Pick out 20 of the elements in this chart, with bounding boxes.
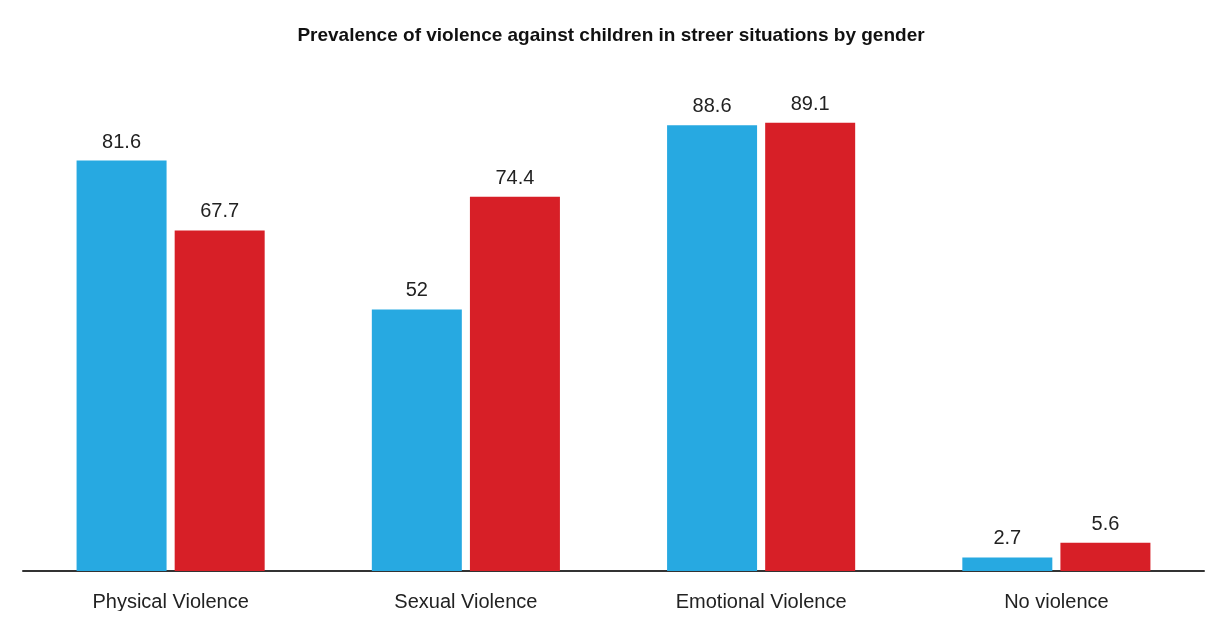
data-label: 89.1: [790, 91, 830, 114]
data-label: 74.4: [495, 165, 535, 188]
bar: [667, 125, 758, 571]
bar: [962, 557, 1053, 571]
data-label: 5.6: [1091, 511, 1120, 534]
bar: [174, 230, 265, 571]
data-label: 81.6: [102, 129, 142, 152]
x-tick-label: No violence: [1004, 590, 1109, 612]
x-tick-label: Sexual Violence: [394, 590, 538, 612]
data-label: 88.6: [692, 94, 732, 117]
bar: [765, 122, 856, 571]
data-label: 67.7: [200, 199, 240, 222]
data-label: 52: [405, 278, 428, 301]
x-tick-label: Emotional Violence: [675, 590, 847, 612]
bar: [76, 160, 167, 571]
bar: [1060, 542, 1151, 571]
data-label: 2.7: [993, 526, 1022, 549]
bar: [371, 309, 462, 571]
bar: [469, 196, 560, 571]
chart-title: Prevalence of violence against children in streer situations by gender: [297, 24, 926, 45]
